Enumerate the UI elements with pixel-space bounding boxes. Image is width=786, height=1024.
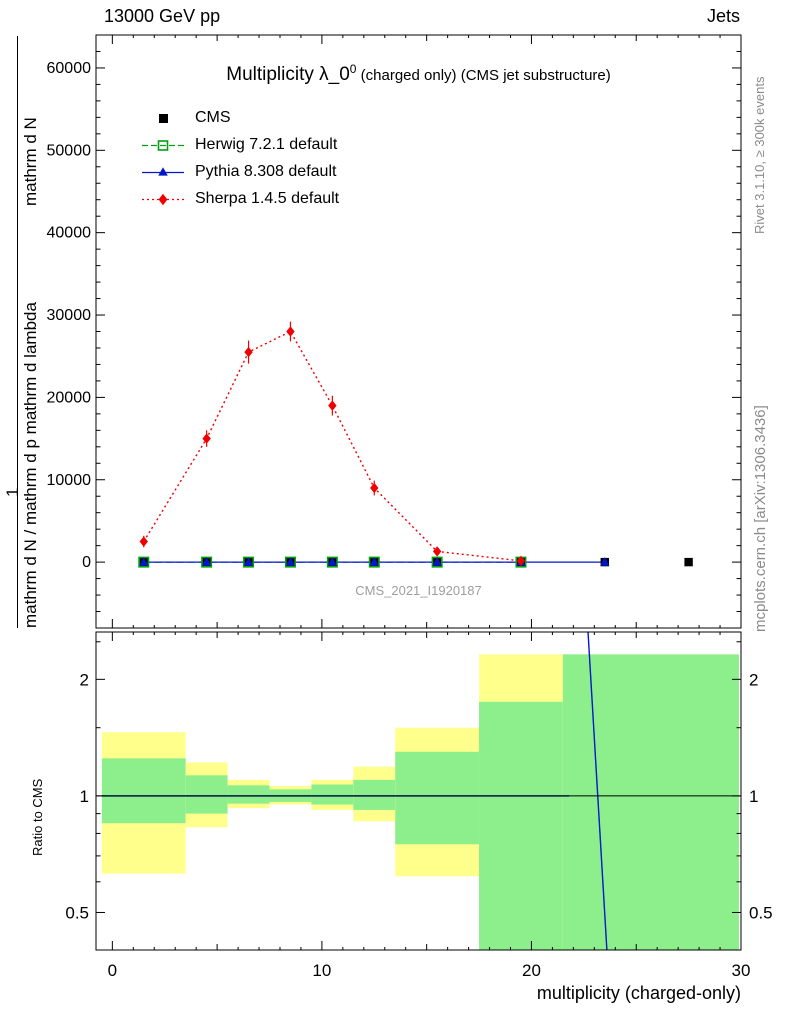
analysis-group-label: Jets [706, 6, 740, 26]
legend-item-pythia: Pythia 8.308 default [140, 158, 339, 185]
svg-text:1: 1 [749, 787, 758, 806]
sherpa-marker-icon [142, 193, 184, 205]
ratio-axis-label: Ratio to CMS [30, 778, 45, 856]
svg-text:60000: 60000 [47, 60, 92, 77]
legend-label-cms: CMS [195, 108, 231, 126]
beam-energy-label: 13000 GeV pp [104, 6, 221, 26]
ratio-bands [101, 654, 739, 950]
y-axis-title-numerator: mathrm d N [21, 117, 40, 206]
svg-text:30000: 30000 [47, 307, 92, 324]
svg-text:2: 2 [80, 670, 89, 689]
plot-title-suffix: (charged only) (CMS jet substructure) [356, 67, 611, 84]
legend-item-herwig: Herwig 7.2.1 default [140, 131, 339, 158]
svg-text:40000: 40000 [47, 225, 92, 242]
svg-text:20: 20 [522, 961, 541, 980]
pythia-markers [139, 557, 610, 566]
sherpa-markers [139, 326, 526, 567]
cms-marker-icon [159, 113, 168, 123]
x-axis-label: multiplicity (charged-only) [536, 983, 741, 1003]
svg-text:0: 0 [108, 961, 117, 980]
legend-item-cms: CMS [140, 104, 339, 131]
svg-text:20000: 20000 [47, 389, 92, 406]
y-axis-title-prefix: 1 [3, 487, 22, 497]
legend-item-sherpa: Sherpa 1.4.5 default [140, 185, 339, 212]
sherpa-line [143, 330, 522, 562]
y-axis-fraction-bar [17, 36, 18, 628]
svg-text:1: 1 [80, 787, 89, 806]
legend-label-sherpa: Sherpa 1.4.5 default [195, 189, 340, 207]
plot-title-superscript: 0 [349, 62, 357, 76]
mcplots-reference-note: mcplots.cern.ch [arXiv:1306.3436] [752, 405, 769, 632]
ratio-frame [95, 631, 742, 951]
svg-text:0.5: 0.5 [65, 903, 89, 922]
sherpa-error-bars [143, 321, 522, 563]
svg-text:30: 30 [732, 961, 751, 980]
svg-text:50000: 50000 [47, 142, 92, 159]
legend-label-pythia: Pythia 8.308 default [195, 162, 337, 180]
plot-title: Multiplicity λ_00 (charged only) (CMS je… [96, 62, 741, 86]
herwig-marker-icon [142, 139, 184, 151]
rivet-version-note: Rivet 3.1.10, ≥ 300k events [752, 76, 767, 234]
axis-ticks [96, 35, 742, 950]
legend: CMS Herwig 7.2.1 default Pythia 8.308 de… [140, 104, 339, 212]
y-axis-title-denominator: mathrm d N / mathrm d p mathrm d lambda [21, 302, 40, 628]
pythia-marker-icon [142, 166, 184, 176]
plot-title-main: Multiplicity λ_0 [226, 64, 350, 85]
svg-text:2: 2 [749, 670, 758, 689]
svg-text:10: 10 [312, 961, 331, 980]
legend-label-herwig: Herwig 7.2.1 default [195, 135, 338, 153]
svg-text:0: 0 [82, 554, 91, 571]
svg-text:0.5: 0.5 [749, 903, 773, 922]
analysis-id-watermark: CMS_2021_I1920187 [355, 583, 482, 598]
svg-text:10000: 10000 [47, 472, 92, 489]
